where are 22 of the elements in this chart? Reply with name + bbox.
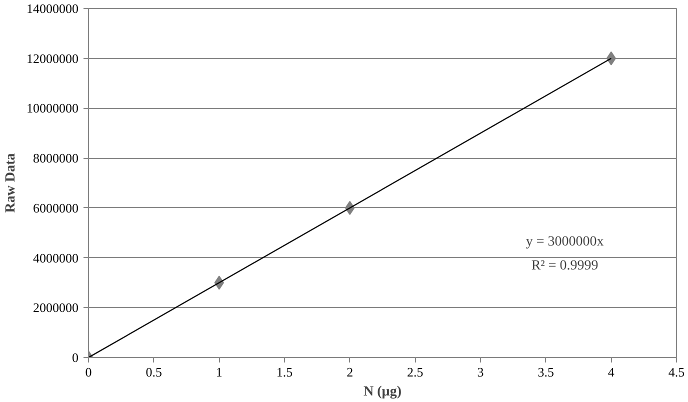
x-tick-label: 2.5 — [407, 364, 424, 380]
x-tick-label: 0 — [85, 364, 92, 380]
x-tick-label: 4.5 — [668, 364, 685, 380]
x-tick-label: 1.5 — [276, 364, 293, 380]
x-tick-label: 3 — [477, 364, 484, 380]
y-tick-label: 2000000 — [33, 300, 78, 316]
y-tick-label: 12000000 — [26, 50, 78, 66]
x-tick-label: 3.5 — [538, 364, 554, 380]
y-tick-label: 4000000 — [33, 250, 78, 266]
x-tick-label: 4 — [608, 364, 615, 380]
annotation: y = 3000000x — [526, 234, 604, 250]
y-axis-title: Raw Data — [4, 153, 18, 213]
annotation: R² = 0.9999 — [531, 258, 598, 274]
y-tick-label: 6000000 — [33, 200, 78, 216]
y-tick-label: 0 — [72, 350, 78, 365]
y-tick-label: 10000000 — [26, 100, 78, 116]
x-tick-label: 2 — [346, 364, 354, 380]
y-tick-label: 8000000 — [33, 150, 78, 166]
x-tick-label: 0.5 — [146, 364, 162, 380]
x-axis-title: N (µg) — [364, 384, 402, 400]
x-tick-label: 1 — [216, 364, 222, 380]
y-tick-label: 14000000 — [26, 1, 78, 16]
